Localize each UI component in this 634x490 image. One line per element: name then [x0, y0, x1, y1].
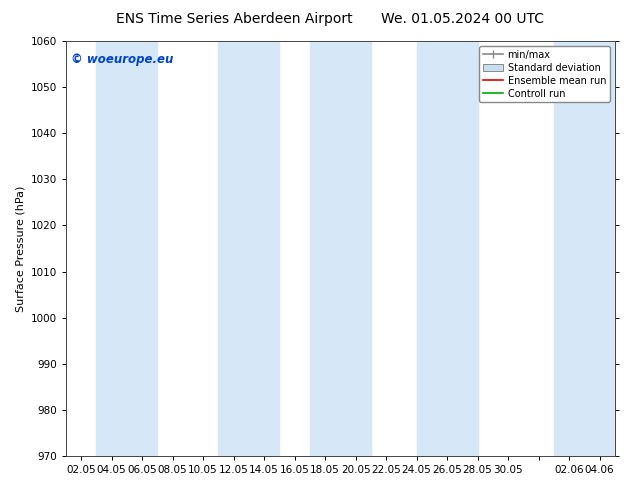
Bar [96, 41, 157, 456]
Bar [554, 41, 615, 456]
Bar [417, 41, 477, 456]
Text: We. 01.05.2024 00 UTC: We. 01.05.2024 00 UTC [381, 12, 545, 26]
Bar [310, 41, 371, 456]
Text: ENS Time Series Aberdeen Airport: ENS Time Series Aberdeen Airport [116, 12, 353, 26]
Y-axis label: Surface Pressure (hPa): Surface Pressure (hPa) [15, 185, 25, 312]
Bar [218, 41, 280, 456]
Text: © woeurope.eu: © woeurope.eu [71, 53, 174, 67]
Legend: min/max, Standard deviation, Ensemble mean run, Controll run: min/max, Standard deviation, Ensemble me… [479, 46, 610, 102]
